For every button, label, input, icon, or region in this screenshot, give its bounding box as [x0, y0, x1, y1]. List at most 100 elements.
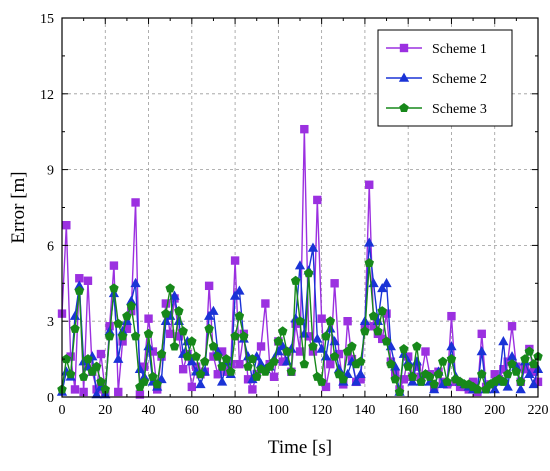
- scheme-1-point: [256, 342, 266, 351]
- scheme-3-point: [394, 386, 405, 396]
- scheme-2-point: [216, 376, 228, 386]
- scheme-3-point: [91, 361, 102, 371]
- scheme-3-point: [182, 351, 193, 361]
- scheme-2-point: [234, 285, 245, 295]
- scheme-3-point: [226, 366, 236, 376]
- scheme-3-point: [238, 331, 249, 341]
- x-tick-label: 180: [441, 403, 462, 418]
- scheme-3-point: [347, 341, 357, 351]
- scheme-1-point: [507, 322, 517, 331]
- scheme-3-point: [174, 306, 184, 316]
- x-tick-label: 60: [185, 403, 199, 418]
- scheme-1-point: [109, 261, 119, 270]
- scheme-3-point: [429, 379, 439, 389]
- scheme-2-point: [377, 282, 388, 293]
- scheme-3-point: [100, 384, 111, 394]
- legend-item-scheme-3: Scheme 3: [386, 102, 487, 117]
- scheme-2-point: [312, 333, 323, 343]
- axis-ticks: 0 20 40 60 80 100 120 140 160 180 200 220 0 3 6 9 12 15: [40, 12, 549, 418]
- scheme-2-point: [208, 305, 219, 315]
- scheme-3-point: [325, 316, 336, 326]
- y-tick-label: 15: [40, 12, 54, 27]
- scheme-3-point: [511, 366, 522, 376]
- scheme-3-point: [290, 275, 301, 285]
- scheme-3-point: [412, 341, 422, 351]
- scheme-1-point: [295, 347, 305, 356]
- scheme-1-point: [421, 347, 430, 356]
- scheme-3-point: [308, 341, 318, 351]
- scheme-1-point: [96, 349, 106, 359]
- scheme-3-point: [498, 376, 509, 386]
- scheme-1-point: [83, 276, 93, 285]
- scheme-3-point: [502, 369, 513, 379]
- scheme-3-point: [126, 301, 136, 311]
- scheme-1-point: [317, 314, 326, 323]
- scheme-1-point: [343, 317, 352, 326]
- scheme-2-point: [333, 363, 345, 373]
- scheme-2-point: [489, 384, 500, 394]
- scheme-1-point: [75, 274, 84, 283]
- scheme-1-point: [399, 375, 409, 384]
- scheme-3-point: [243, 361, 253, 371]
- scheme-3-point: [78, 371, 89, 381]
- series-layer: [56, 124, 544, 399]
- scheme-3-point: [208, 341, 219, 351]
- scheme-2-point: [351, 376, 362, 386]
- scheme-1-point: [144, 314, 153, 323]
- scheme-2-point: [69, 310, 81, 320]
- scheme-3-point: [438, 356, 448, 366]
- scheme-3-point: [187, 336, 197, 346]
- scheme-1-point: [477, 329, 486, 339]
- scheme-2-point: [195, 378, 206, 389]
- scheme-1-point: [140, 362, 149, 371]
- scheme-1-point: [213, 370, 222, 379]
- scheme-2-point: [528, 378, 539, 389]
- scheme-2-point: [429, 384, 440, 394]
- scheme-1-point: [503, 357, 512, 366]
- scheme-2-point: [117, 325, 128, 336]
- scheme-3-point: [373, 326, 383, 336]
- scheme-2-point: [160, 315, 171, 325]
- scheme-1-point: [178, 365, 188, 374]
- y-tick-label: 9: [47, 164, 54, 179]
- scheme-3-point: [273, 336, 284, 346]
- scheme-3-point: [230, 331, 240, 341]
- scheme-3-point: [442, 376, 452, 386]
- x-axis-title: Time [s]: [268, 437, 332, 458]
- scheme-2-point: [255, 358, 267, 368]
- scheme-3-point: [403, 361, 413, 371]
- scheme-1-point: [248, 385, 257, 394]
- scheme-2-point: [381, 277, 392, 288]
- scheme-3-point: [148, 371, 158, 381]
- scheme-2-point: [307, 242, 319, 252]
- scheme-1-point: [412, 362, 422, 371]
- scheme-3-point: [221, 354, 232, 364]
- scheme-2-point: [476, 346, 487, 356]
- scheme-2-point: [329, 336, 340, 346]
- legend-marker: [399, 103, 409, 113]
- x-tick-label: 160: [398, 403, 419, 418]
- scheme-3-point: [74, 285, 85, 295]
- scheme-1-point: [114, 387, 123, 397]
- scheme-3-point: [117, 331, 128, 341]
- scheme-2-point: [121, 315, 133, 325]
- scheme-1-point: [161, 299, 171, 308]
- scheme-3-point: [217, 361, 227, 371]
- scheme-3-point: [377, 306, 387, 316]
- scheme-3-point: [165, 283, 175, 293]
- scheme-3-point: [156, 349, 167, 359]
- scheme-2-point: [91, 389, 102, 399]
- scheme-2-point: [515, 384, 526, 394]
- scheme-3-point: [368, 311, 379, 321]
- scheme-1-point: [382, 309, 391, 318]
- scheme-2-point: [411, 356, 422, 366]
- scheme-1-point: [321, 382, 331, 392]
- scheme-3-point: [433, 369, 444, 379]
- scheme-3-point: [524, 346, 535, 356]
- scheme-3-point: [316, 376, 327, 386]
- scheme-2-point: [169, 290, 180, 300]
- scheme-3-point: [364, 258, 374, 268]
- scheme-3-point: [425, 371, 435, 381]
- scheme-1-point: [326, 359, 335, 369]
- scheme-3-point: [321, 331, 331, 341]
